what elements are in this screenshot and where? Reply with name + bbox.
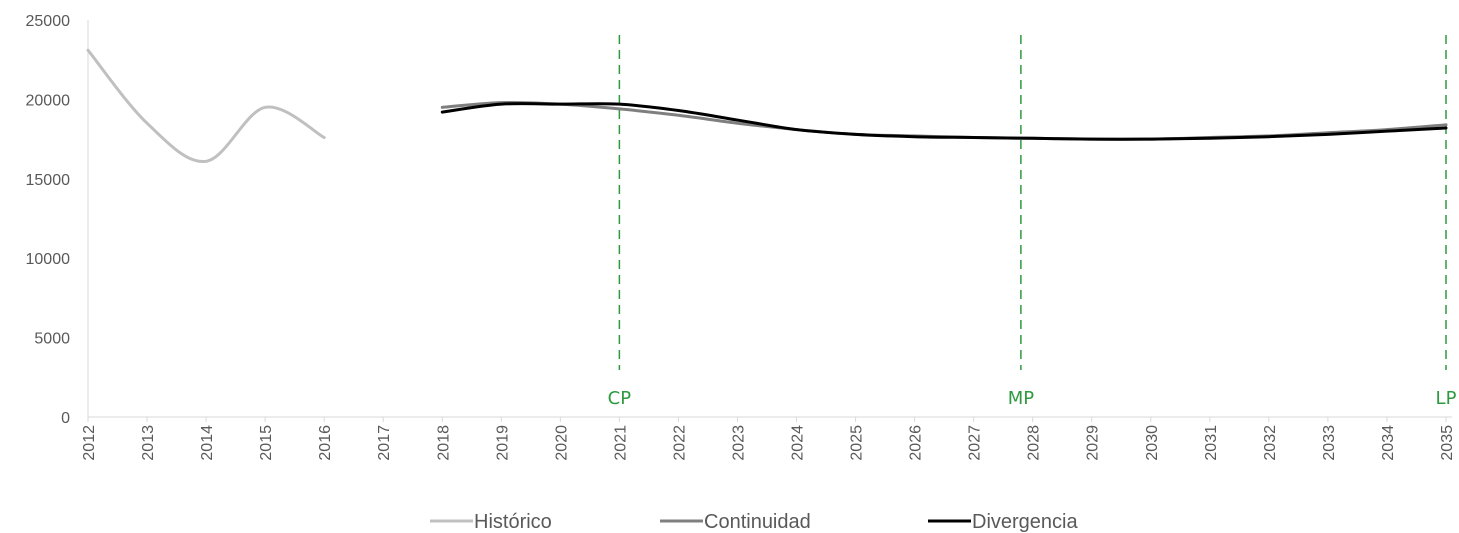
- marker-label: LP: [1436, 388, 1457, 409]
- x-tick-label: 2031: [1203, 425, 1220, 461]
- x-tick-label: 2028: [1026, 425, 1043, 461]
- x-tick-label: 2019: [494, 425, 511, 461]
- x-tick-label: 2018: [435, 425, 452, 461]
- x-tick-label: 2016: [317, 425, 334, 461]
- x-tick-label: 2033: [1321, 425, 1338, 461]
- y-tick-label: 10000: [26, 251, 71, 268]
- x-tick-label: 2013: [140, 425, 157, 461]
- x-tick-label: 2014: [199, 425, 216, 461]
- x-tick-label: 2035: [1439, 425, 1456, 461]
- y-tick-label: 5000: [34, 331, 70, 348]
- y-tick-label: 15000: [26, 172, 71, 189]
- x-tick-label: 2015: [258, 425, 275, 461]
- legend-label: Divergencia: [972, 511, 1078, 533]
- x-tick-label: 2026: [908, 425, 925, 461]
- period-markers: CP MP LP: [608, 35, 1457, 409]
- legend-label: Continuidad: [704, 511, 811, 533]
- x-tick-label: 2030: [1144, 425, 1161, 461]
- x-tick-label: 2034: [1380, 425, 1397, 461]
- x-tick-label: 2032: [1262, 425, 1279, 461]
- series-line-3: [440, 102, 1448, 141]
- x-tick-label: 2017: [376, 425, 393, 461]
- x-tick-label: 2012: [81, 425, 98, 461]
- legend-label: Histórico: [474, 511, 552, 533]
- x-axis-ticks: 2012 2013 2014 2015 2016 2017 2018 2019 2020 2021…: [81, 417, 1456, 461]
- x-tick-label: 2024: [790, 425, 807, 461]
- x-tick-label: 2027: [967, 425, 984, 461]
- x-tick-label: 2021: [612, 425, 629, 461]
- y-tick-label: 20000: [26, 92, 71, 109]
- x-tick-label: 2025: [849, 425, 866, 461]
- marker-label: MP: [1008, 388, 1035, 409]
- series-line-2: [440, 100, 1448, 141]
- y-tick-label: 25000: [26, 13, 71, 30]
- legend: Histórico Continuidad Divergencia: [430, 511, 1078, 533]
- x-tick-label: 2029: [1085, 425, 1102, 461]
- y-tick-label: 0: [61, 410, 70, 427]
- series-line-1: [86, 48, 326, 163]
- x-tick-label: 2020: [553, 425, 570, 461]
- series-lines: [86, 48, 1448, 163]
- y-axis-ticks: 0 5000 10000 15000 20000 25000: [26, 13, 71, 427]
- x-tick-label: 2022: [671, 425, 688, 461]
- marker-label: CP: [608, 388, 632, 409]
- x-tick-label: 2023: [730, 425, 747, 461]
